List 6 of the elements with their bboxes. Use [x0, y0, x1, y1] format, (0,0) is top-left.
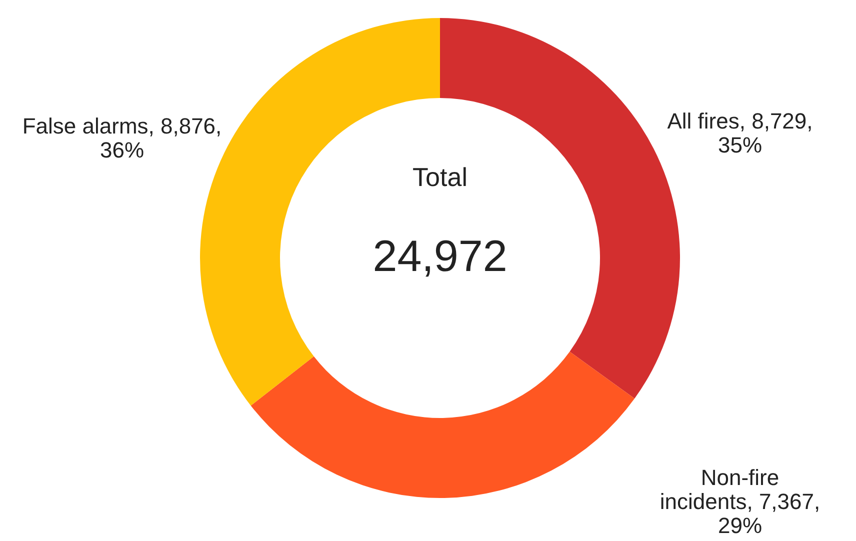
slice-label: Non-fire incidents, 7,367, 29%	[660, 465, 820, 538]
slice-label: False alarms, 8,876, 36%	[22, 113, 222, 162]
text: 24,972	[372, 232, 508, 281]
slice-label: All fires, 8,729, 35%	[667, 108, 813, 158]
text: Total	[412, 162, 468, 192]
donut-slice	[250, 352, 635, 498]
